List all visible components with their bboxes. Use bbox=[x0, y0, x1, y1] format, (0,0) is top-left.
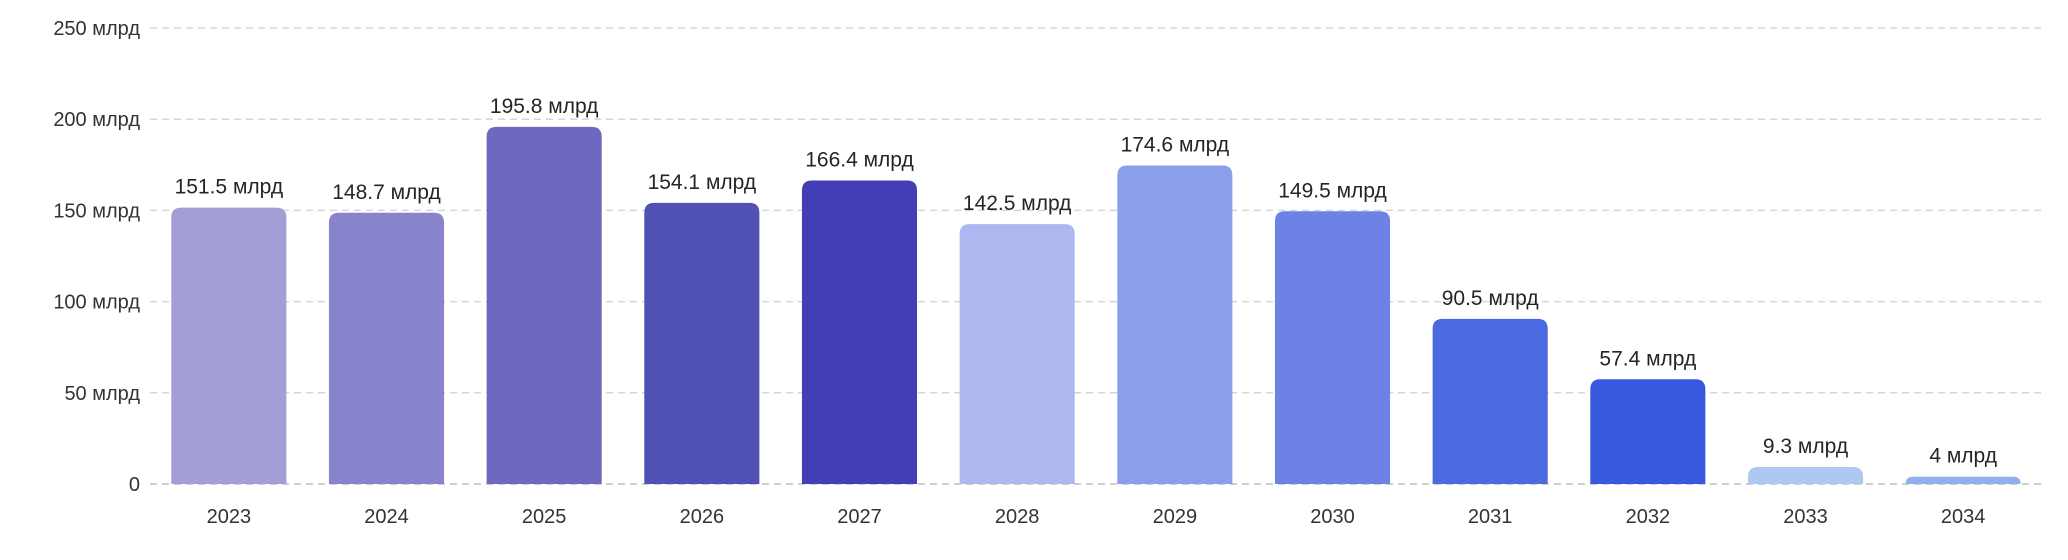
x-tick-label-2034: 2034 bbox=[1941, 506, 1986, 528]
data-label-2027: 166.4 млрд bbox=[805, 148, 914, 171]
bar-2023[interactable] bbox=[171, 207, 287, 484]
x-tick-label-2029: 2029 bbox=[1153, 506, 1198, 528]
x-tick-label-2032: 2032 bbox=[1626, 506, 1671, 528]
x-tick-label-2027: 2027 bbox=[837, 506, 882, 528]
data-label-2026: 154.1 млрд bbox=[648, 171, 757, 194]
x-tick-label-2025: 2025 bbox=[522, 506, 567, 528]
x-axis-tick-labels: 2023 2024 2025 2026 2027 2028 2029 2030 2031 2032… bbox=[207, 506, 1986, 528]
bar-2033[interactable] bbox=[1747, 467, 1864, 484]
y-tick-label: 100 млрд bbox=[53, 292, 140, 314]
bar-2024[interactable] bbox=[328, 212, 445, 485]
data-label-2028: 142.5 млрд bbox=[963, 192, 1072, 215]
y-tick-label: 50 млрд bbox=[64, 383, 140, 405]
bar-2030[interactable] bbox=[1274, 211, 1391, 484]
x-tick-label-2024: 2024 bbox=[364, 506, 409, 528]
y-tick-label: 0 bbox=[129, 474, 140, 496]
data-label-2024: 148.7 млрд bbox=[332, 181, 441, 204]
bar-2032[interactable] bbox=[1590, 379, 1706, 484]
x-tick-label-2026: 2026 bbox=[680, 506, 725, 528]
y-tick-label: 150 млрд bbox=[53, 200, 140, 222]
bars bbox=[171, 126, 2021, 485]
bar-2029[interactable] bbox=[1117, 165, 1233, 484]
y-tick-label: 250 млрд bbox=[53, 18, 140, 40]
bar-2025[interactable] bbox=[486, 126, 602, 484]
data-label-2030: 149.5 млрд bbox=[1278, 179, 1387, 202]
data-label-2023: 151.5 млрд bbox=[175, 176, 284, 199]
x-tick-label-2033: 2033 bbox=[1783, 506, 1828, 528]
gridlines bbox=[150, 27, 2042, 485]
data-label-2031: 90.5 млрд bbox=[1442, 287, 1539, 310]
data-label-2029: 174.6 млрд bbox=[1121, 134, 1230, 157]
bar-2031[interactable] bbox=[1432, 318, 1548, 484]
data-label-2032: 57.4 млрд bbox=[1599, 347, 1696, 370]
data-labels: 151.5 млрд 148.7 млрд 195.8 млрд 154.1 млрд… bbox=[175, 95, 1997, 468]
y-tick-label: 200 млрд bbox=[53, 109, 140, 131]
x-tick-label-2030: 2030 bbox=[1310, 506, 1355, 528]
data-label-2034: 4 млрд bbox=[1929, 445, 1997, 468]
x-tick-label-2028: 2028 bbox=[995, 506, 1040, 528]
bar-2026[interactable] bbox=[644, 202, 760, 484]
bar-2028[interactable] bbox=[959, 224, 1075, 484]
data-label-2025: 195.8 млрд bbox=[490, 95, 599, 118]
x-tick-label-2023: 2023 bbox=[207, 506, 252, 528]
x-tick-label-2031: 2031 bbox=[1468, 506, 1513, 528]
bar-2034[interactable] bbox=[1905, 476, 2021, 484]
data-label-2033: 9.3 млрд bbox=[1763, 435, 1848, 458]
y-axis-tick-labels: 0 50 млрд 100 млрд 150 млрд 200 млрд 250 млрд bbox=[53, 18, 140, 496]
bar-2027[interactable] bbox=[801, 180, 918, 485]
